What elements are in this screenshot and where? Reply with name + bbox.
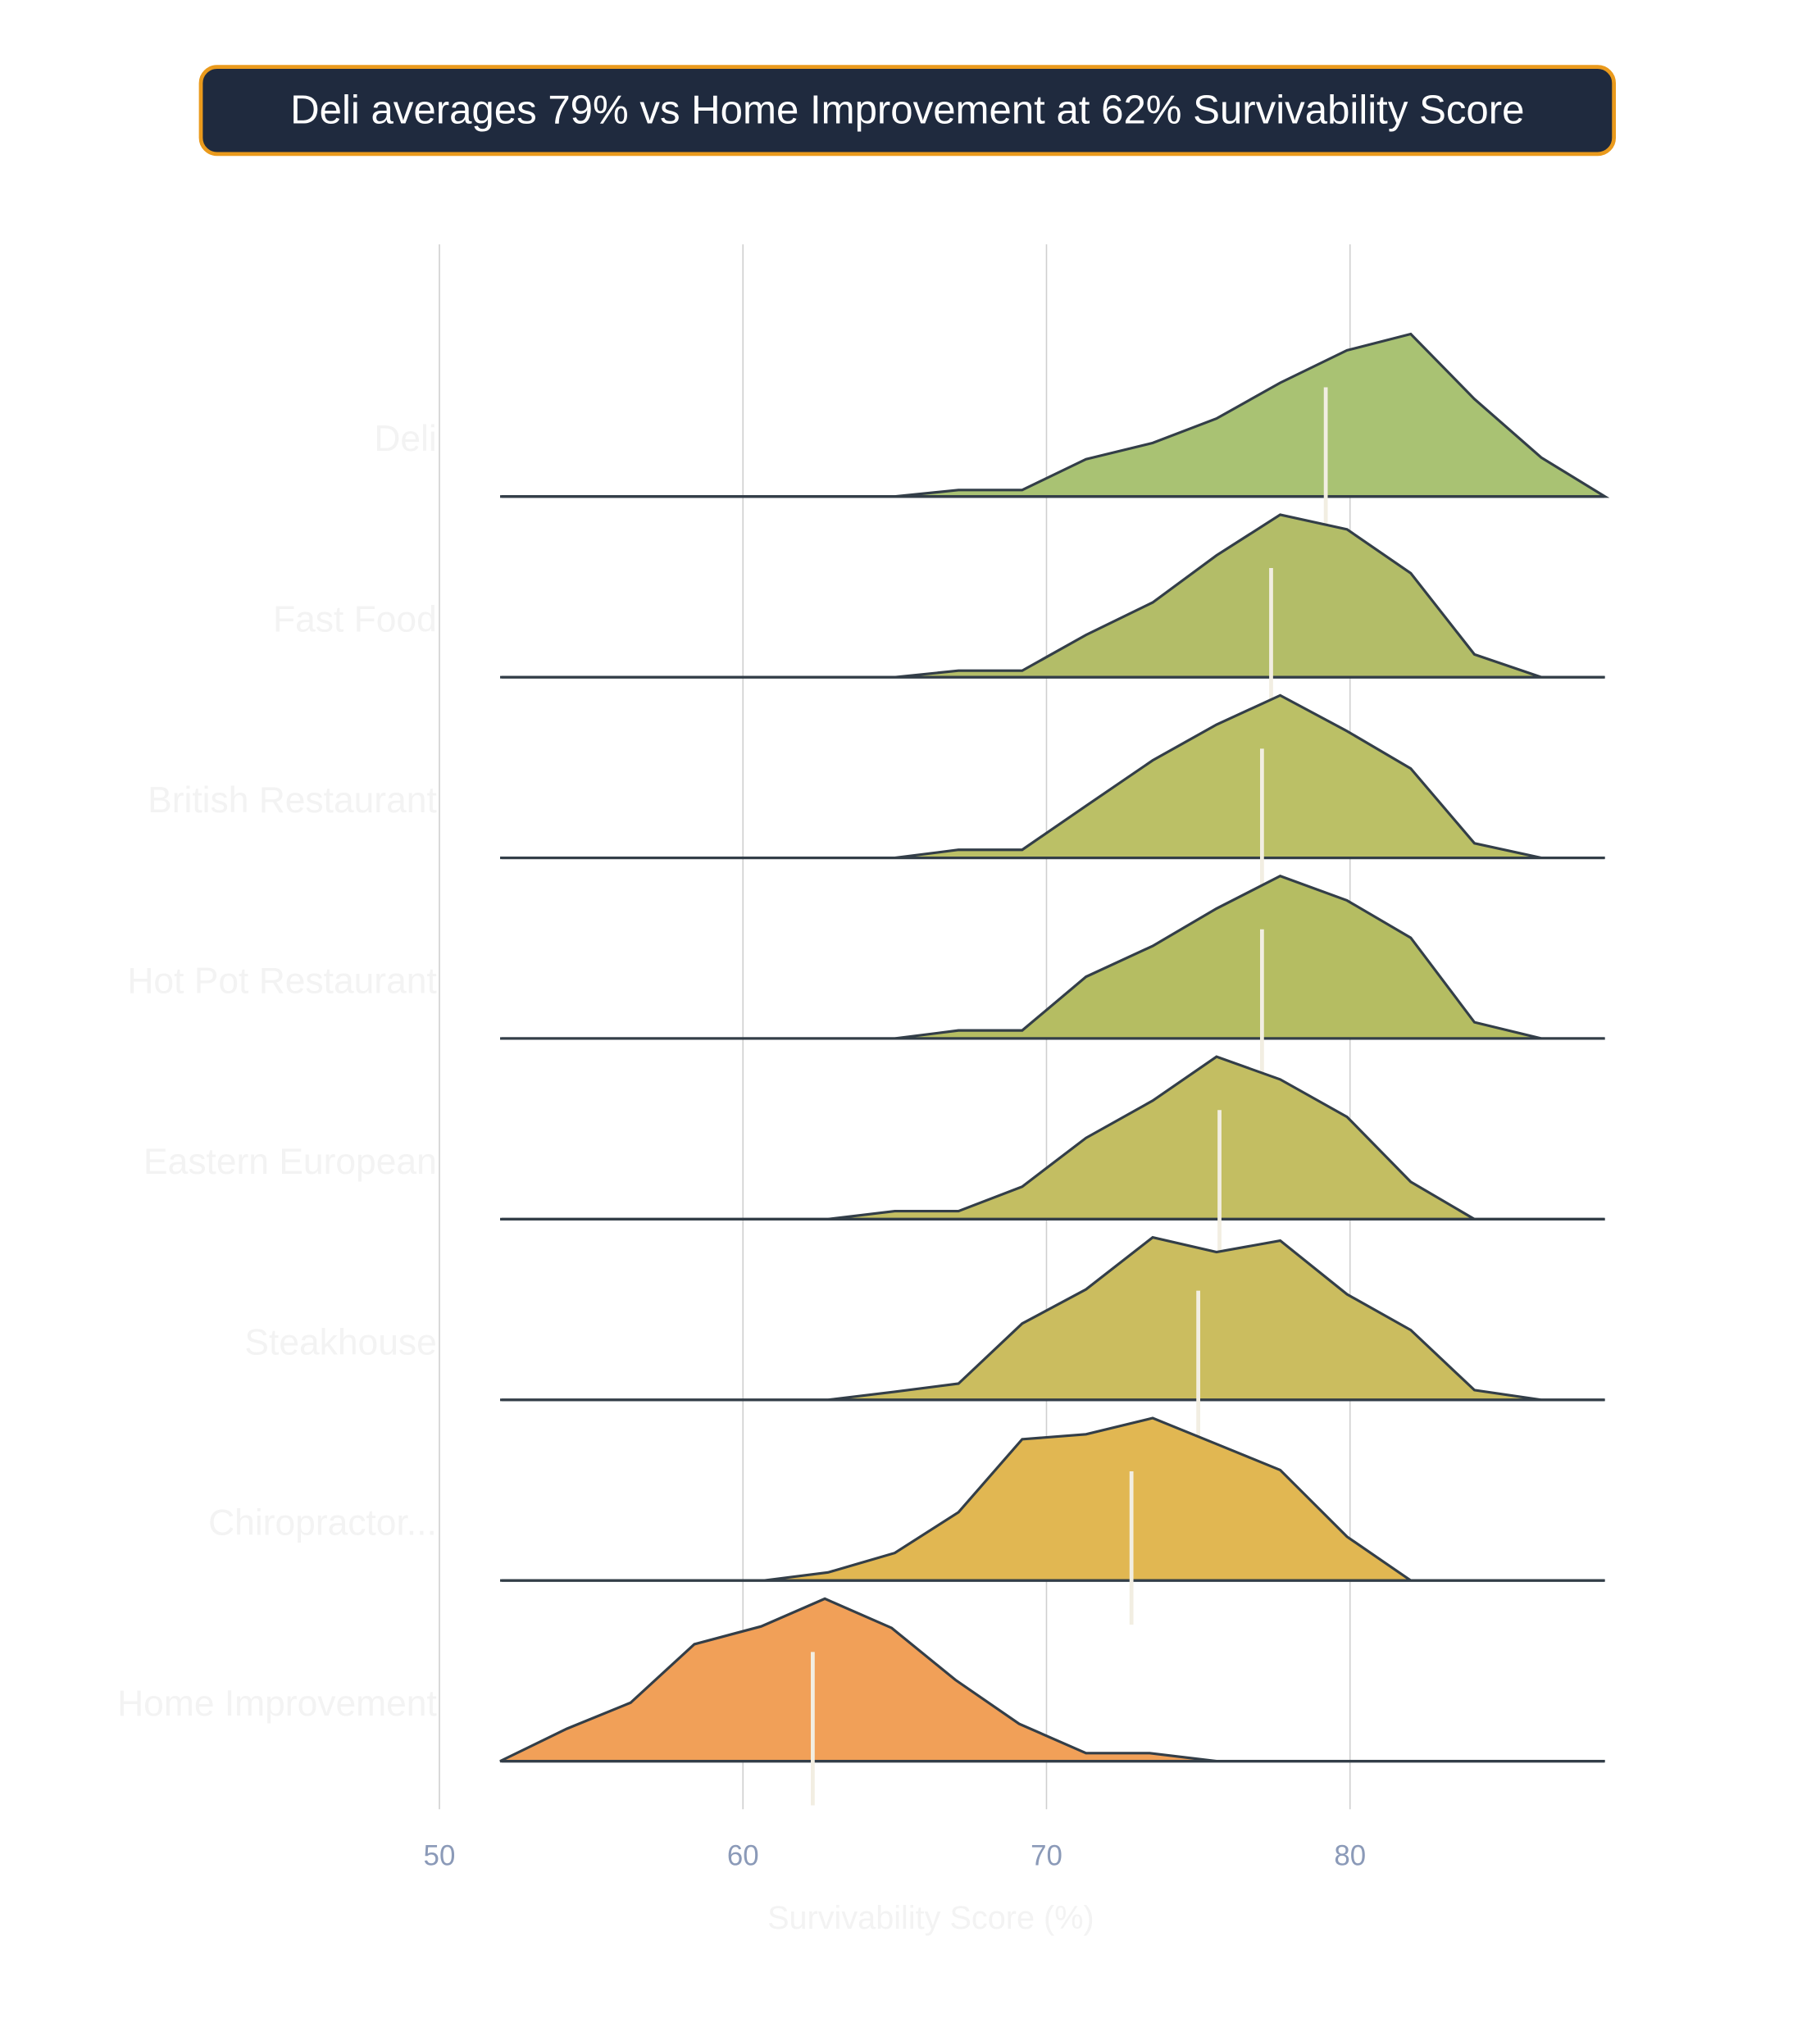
ridge-home-improvement [499, 1597, 1605, 1806]
density-area-home-improvement [499, 1597, 1605, 1763]
density-area-hot-pot-restaurant [500, 875, 1605, 1040]
ridge-fast-food [500, 513, 1605, 722]
ridge-eastern-european [500, 1055, 1605, 1264]
ridge-steakhouse [500, 1235, 1605, 1444]
density-area-steakhouse [500, 1235, 1605, 1402]
ridge-chiropractor [500, 1416, 1605, 1625]
density-area-fast-food [500, 513, 1605, 679]
category-label-eastern-european: Eastern European [143, 1142, 437, 1182]
x-tick-label-60: 60 [727, 1839, 759, 1871]
x-tick-label-50: 50 [424, 1839, 456, 1871]
ridge-hot-pot-restaurant [500, 875, 1605, 1083]
category-label-steakhouse: Steakhouse [244, 1322, 436, 1362]
x-tick-label-70: 70 [1031, 1839, 1062, 1871]
density-area-british-restaurant [500, 693, 1605, 860]
category-label-fast-food: Fast Food [273, 600, 437, 640]
category-label-chiropractor: Chiropractor... [208, 1503, 437, 1543]
ridge-british-restaurant [500, 693, 1605, 902]
x-axis-title: Survivability Score (%) [767, 1900, 1094, 1936]
ridge-layer [499, 332, 1610, 1806]
density-area-deli [500, 332, 1610, 498]
ridge-deli [500, 332, 1610, 541]
density-area-eastern-european [500, 1055, 1605, 1221]
x-tick-label-80: 80 [1334, 1839, 1366, 1871]
category-label-home-improvement: Home Improvement [117, 1684, 437, 1724]
chart-title: Deli averages 79% vs Home Improvement at… [198, 65, 1617, 157]
density-area-chiropractor [500, 1416, 1605, 1582]
label-layer: Deli Fast Food British Restaurant Hot Pot R… [117, 419, 437, 1724]
category-label-deli: Deli [374, 419, 436, 459]
category-label-british-restaurant: British Restaurant [148, 780, 437, 820]
category-label-hot-pot-restaurant: Hot Pot Restaurant [127, 961, 436, 1001]
